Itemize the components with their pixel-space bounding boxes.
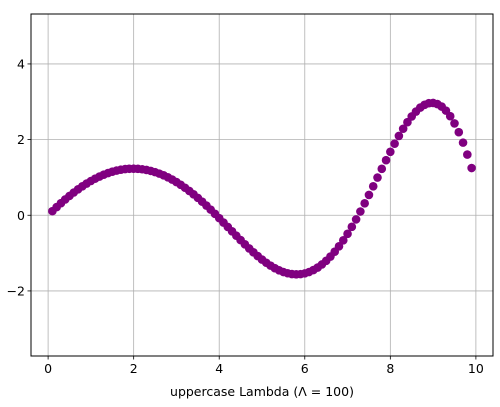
- scatter-point: [467, 163, 476, 173]
- grid: [31, 14, 493, 356]
- plot-frame: [30, 13, 494, 357]
- scatter-point: [334, 241, 344, 251]
- y-tick-label: 4: [17, 56, 25, 71]
- x-tick-label: 4: [215, 361, 223, 376]
- scatter-points: [48, 98, 476, 279]
- x-tick-label: 10: [468, 361, 484, 376]
- scatter-point: [364, 190, 374, 200]
- scatter-point: [347, 222, 357, 232]
- scatter-point: [386, 147, 395, 157]
- scatter-point: [360, 199, 369, 208]
- scatter-point: [351, 215, 361, 224]
- y-tick-label: 2: [17, 132, 25, 147]
- x-axis-label: uppercase Lambda (Λ = 100): [170, 384, 354, 399]
- scatter-point: [373, 173, 382, 182]
- scatter-point: [454, 127, 464, 137]
- scatter-point: [394, 131, 404, 141]
- x-tick-label: 8: [386, 361, 394, 376]
- scatter-point: [343, 229, 352, 239]
- scatter-point: [463, 150, 472, 159]
- scatter-point: [368, 181, 378, 191]
- x-tick-label: 0: [44, 361, 52, 376]
- scatter-point: [450, 119, 459, 128]
- scatter-point: [356, 207, 365, 216]
- x-tick-label: 2: [130, 361, 138, 376]
- scatter-point: [377, 164, 387, 174]
- scatter-point: [338, 236, 348, 245]
- x-tick-label: 6: [301, 361, 309, 376]
- scatter-point: [445, 111, 455, 121]
- scatter-point: [390, 139, 399, 148]
- y-tick-label: 0: [17, 208, 25, 223]
- scatter-point: [381, 155, 391, 165]
- scatter-point: [398, 124, 408, 134]
- scatter-point: [458, 138, 468, 147]
- axis-ticks: 0 2 4 6 8 10 −2 0 2 4: [7, 56, 484, 376]
- y-tick-label: −2: [7, 283, 25, 298]
